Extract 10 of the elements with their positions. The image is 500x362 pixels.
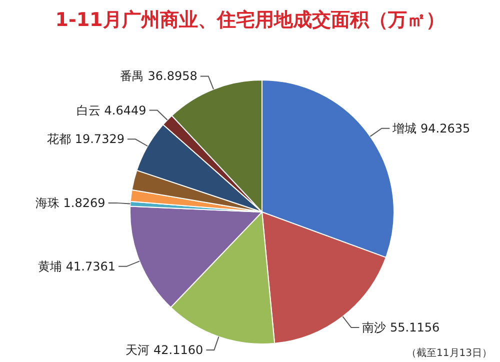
slice-label: 黄埔 41.7361 [38,259,116,274]
slice-label: 番禺 36.8958 [120,69,198,84]
text: （截至11月13日） [406,347,492,359]
slice-label: 白云 4.6449 [76,103,146,118]
slice-label: 海珠 1.8269 [35,196,106,210]
slice-label: 南沙 55.1156 [362,320,440,335]
chart-title: 1-11月广州商业、住宅用地成交面积（万㎡） [55,9,445,31]
slice-label: 增城 94.2635 [392,121,470,136]
slice-label: 花都 19.7329 [47,132,124,146]
slice-label: 天河 42.1160 [126,342,204,357]
